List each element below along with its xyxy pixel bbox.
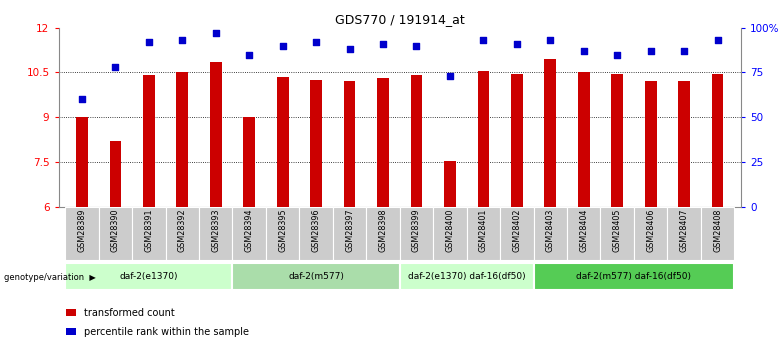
Text: daf-2(e1370): daf-2(e1370)	[119, 272, 178, 280]
FancyBboxPatch shape	[132, 207, 165, 260]
Text: GSM28392: GSM28392	[178, 209, 186, 252]
Text: GSM28406: GSM28406	[646, 209, 655, 252]
Bar	[176, 72, 188, 207]
Text: GSM28402: GSM28402	[512, 209, 521, 252]
Bar	[210, 62, 222, 207]
Bar	[344, 81, 356, 207]
FancyBboxPatch shape	[567, 207, 601, 260]
Text: GSM28399: GSM28399	[412, 209, 421, 252]
FancyBboxPatch shape	[333, 207, 367, 260]
Text: genotype/variation  ▶: genotype/variation ▶	[4, 273, 96, 282]
FancyBboxPatch shape	[98, 207, 132, 260]
Bar	[477, 71, 489, 207]
Point	[410, 43, 423, 48]
Bar	[544, 59, 556, 207]
Bar	[578, 72, 590, 207]
Bar	[444, 161, 456, 207]
FancyBboxPatch shape	[400, 207, 433, 260]
FancyBboxPatch shape	[433, 207, 466, 260]
Bar	[645, 81, 657, 207]
Point	[678, 48, 690, 54]
Point	[377, 41, 389, 47]
Text: GSM28398: GSM28398	[378, 209, 388, 252]
Text: GSM28403: GSM28403	[546, 209, 555, 252]
Point	[644, 48, 657, 54]
FancyBboxPatch shape	[300, 207, 333, 260]
Bar	[109, 141, 121, 207]
Bar	[679, 81, 690, 207]
Point	[310, 39, 322, 45]
FancyBboxPatch shape	[165, 207, 199, 260]
Point	[544, 37, 557, 43]
Point	[109, 64, 122, 70]
Bar	[277, 77, 289, 207]
Text: GSM28404: GSM28404	[580, 209, 588, 252]
FancyBboxPatch shape	[199, 207, 232, 260]
FancyBboxPatch shape	[634, 207, 668, 260]
Text: GSM28396: GSM28396	[312, 209, 321, 252]
Text: GSM28393: GSM28393	[211, 209, 220, 252]
Point	[276, 43, 289, 48]
Point	[577, 48, 590, 54]
FancyBboxPatch shape	[534, 263, 734, 290]
Point	[176, 37, 189, 43]
FancyBboxPatch shape	[232, 263, 400, 290]
Text: daf-2(e1370) daf-16(df50): daf-2(e1370) daf-16(df50)	[408, 272, 526, 280]
FancyBboxPatch shape	[232, 207, 266, 260]
Text: daf-2(m577): daf-2(m577)	[288, 272, 344, 280]
Bar	[511, 74, 523, 207]
Point	[76, 97, 88, 102]
Point	[444, 73, 456, 79]
Point	[477, 37, 490, 43]
Bar	[410, 76, 422, 207]
Text: GSM28390: GSM28390	[111, 209, 120, 252]
Text: GSM28401: GSM28401	[479, 209, 488, 252]
Bar	[378, 78, 389, 207]
Point	[711, 37, 724, 43]
Text: GSM28391: GSM28391	[144, 209, 154, 252]
Text: daf-2(m577) daf-16(df50): daf-2(m577) daf-16(df50)	[576, 272, 691, 280]
FancyBboxPatch shape	[466, 207, 500, 260]
Text: GSM28395: GSM28395	[278, 209, 287, 252]
Bar	[76, 117, 88, 207]
FancyBboxPatch shape	[534, 207, 567, 260]
Text: GSM28394: GSM28394	[245, 209, 254, 252]
Text: GSM28405: GSM28405	[613, 209, 622, 252]
FancyBboxPatch shape	[500, 207, 534, 260]
Point	[143, 39, 155, 45]
FancyBboxPatch shape	[701, 207, 734, 260]
Point	[210, 30, 222, 36]
Text: GSM28389: GSM28389	[77, 209, 87, 252]
Bar	[143, 76, 154, 207]
Bar	[310, 80, 322, 207]
Bar	[612, 74, 623, 207]
FancyBboxPatch shape	[367, 207, 400, 260]
Bar	[711, 74, 723, 207]
Point	[343, 46, 356, 52]
Text: GSM28397: GSM28397	[345, 209, 354, 252]
Text: transformed count: transformed count	[84, 308, 175, 318]
Bar	[243, 117, 255, 207]
FancyBboxPatch shape	[400, 263, 534, 290]
FancyBboxPatch shape	[601, 207, 634, 260]
Title: GDS770 / 191914_at: GDS770 / 191914_at	[335, 13, 465, 27]
Text: percentile rank within the sample: percentile rank within the sample	[84, 327, 250, 337]
FancyBboxPatch shape	[266, 207, 300, 260]
FancyBboxPatch shape	[668, 207, 701, 260]
Text: GSM28408: GSM28408	[713, 209, 722, 252]
FancyBboxPatch shape	[66, 263, 232, 290]
Point	[611, 52, 623, 57]
Text: GSM28407: GSM28407	[679, 209, 689, 252]
FancyBboxPatch shape	[66, 207, 98, 260]
Point	[243, 52, 255, 57]
Text: GSM28400: GSM28400	[445, 209, 455, 252]
Point	[511, 41, 523, 47]
